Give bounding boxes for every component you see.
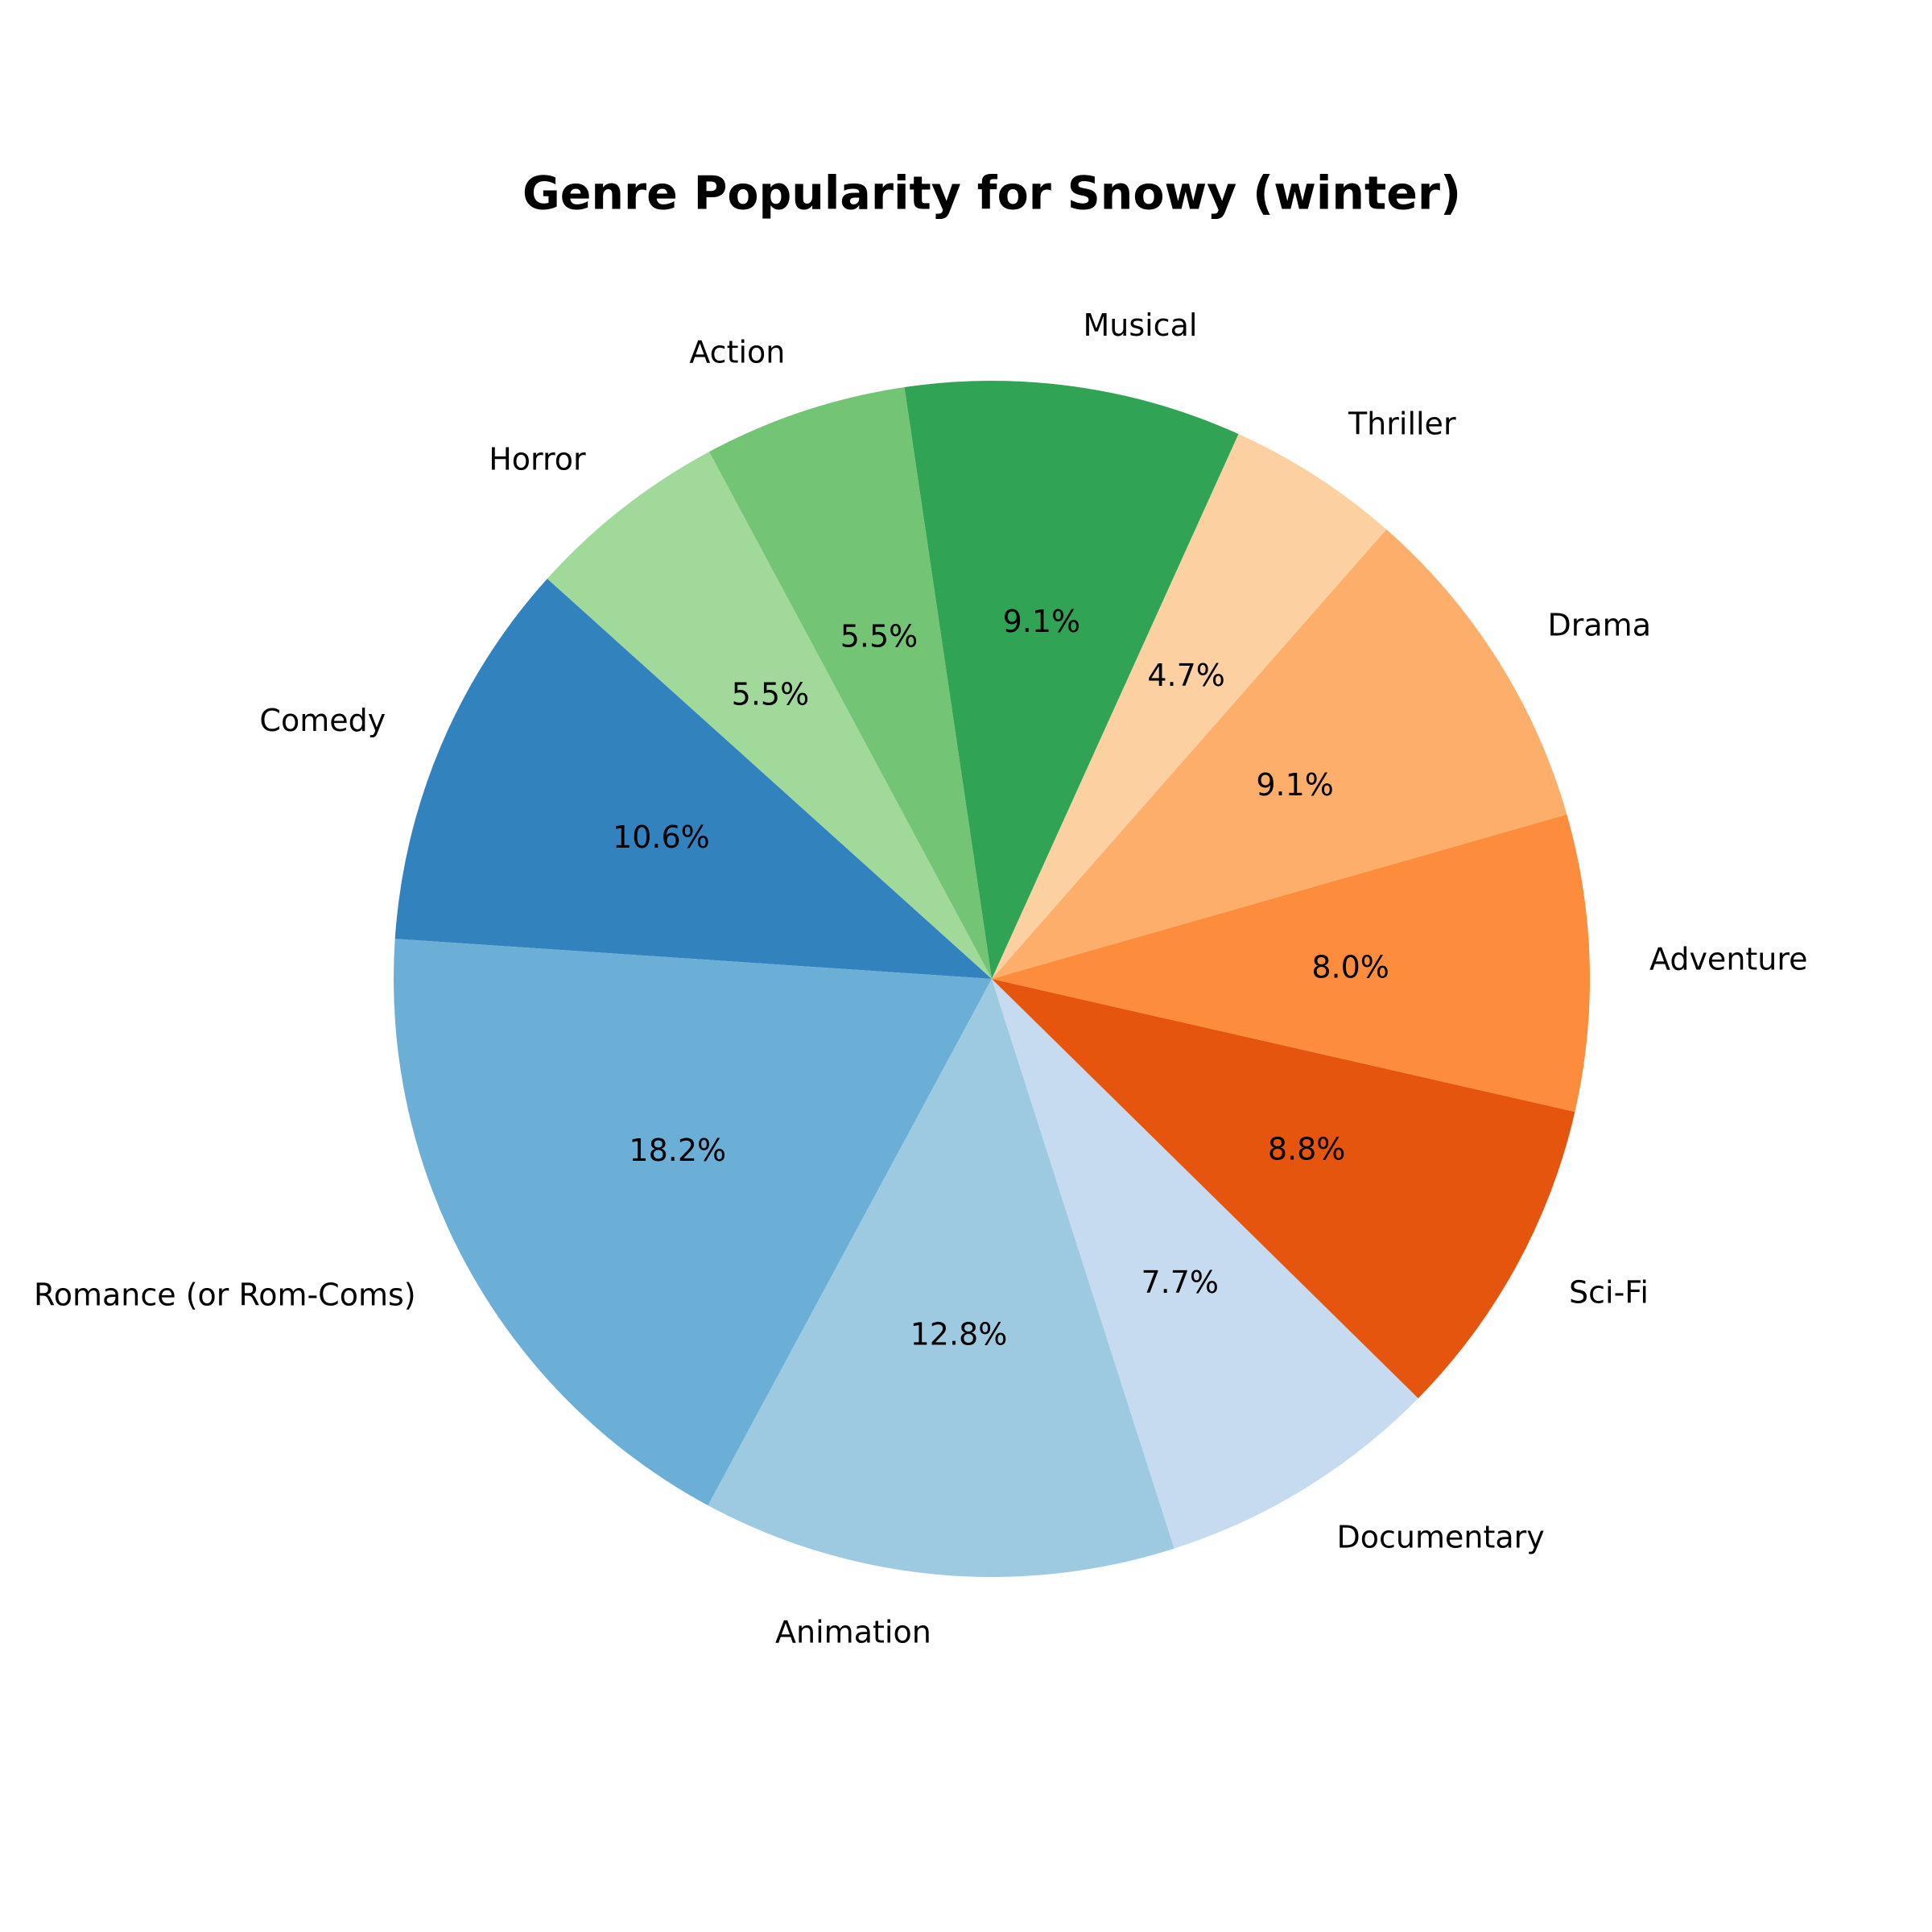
pie-pct-label-adventure: 8.0% bbox=[1311, 949, 1389, 985]
pie-slice-comedy bbox=[394, 578, 992, 979]
pie-category-label-documentary: Documentary bbox=[1337, 1519, 1545, 1554]
pie-slice-sci-fi bbox=[992, 979, 1575, 1398]
pie-pct-label-documentary: 7.7% bbox=[1141, 1265, 1219, 1300]
pie-slice-documentary bbox=[992, 979, 1418, 1549]
pie-slice-animation bbox=[708, 979, 1174, 1578]
chart-title: Genre Popularity for Snowy (winter) bbox=[522, 167, 1461, 221]
pie-pct-label-sci-fi: 8.8% bbox=[1268, 1131, 1346, 1166]
pie-slice-musical bbox=[904, 381, 1239, 980]
pie-pct-label-horror: 5.5% bbox=[732, 677, 810, 712]
pie-category-label-comedy: Comedy bbox=[259, 703, 386, 738]
pie-slice-drama bbox=[992, 529, 1567, 979]
pie-category-label-horror: Horror bbox=[489, 441, 586, 477]
pie-category-label-adventure: Adventure bbox=[1649, 941, 1808, 976]
pie-labels: 10.6% Comedy 18.2% Romance (or Rom-Coms) 12.… bbox=[34, 308, 1808, 1649]
pie-category-label-musical: Musical bbox=[1083, 308, 1197, 343]
pie-slice-romance-or-rom-coms bbox=[394, 939, 992, 1506]
pie-pct-label-musical: 9.1% bbox=[1003, 604, 1081, 639]
pie-category-label-animation: Animation bbox=[775, 1614, 931, 1649]
pie-slice-horror bbox=[547, 452, 992, 979]
pie-pct-label-romance-or-rom-coms: 18.2% bbox=[629, 1133, 726, 1168]
pie-category-label-romance-or-rom-coms: Romance (or Rom-Coms) bbox=[34, 1278, 416, 1313]
pie-pct-label-drama: 9.1% bbox=[1256, 767, 1334, 803]
pie-category-label-action: Action bbox=[689, 335, 785, 370]
pie-category-label-thriller: Thriller bbox=[1348, 407, 1456, 442]
pie-pct-label-comedy: 10.6% bbox=[613, 819, 710, 855]
pie-slice-adventure bbox=[992, 814, 1590, 1113]
pie-slice-thriller bbox=[992, 434, 1387, 979]
pie-slice-action bbox=[708, 386, 992, 980]
pie-slices bbox=[394, 381, 1590, 1578]
pie-pct-label-action: 5.5% bbox=[840, 618, 919, 654]
pie-category-label-sci-fi: Sci-Fi bbox=[1569, 1275, 1649, 1311]
pie-pct-label-thriller: 4.7% bbox=[1147, 658, 1225, 693]
pie-pct-label-animation: 12.8% bbox=[910, 1316, 1008, 1352]
pie-category-label-drama: Drama bbox=[1548, 607, 1651, 642]
